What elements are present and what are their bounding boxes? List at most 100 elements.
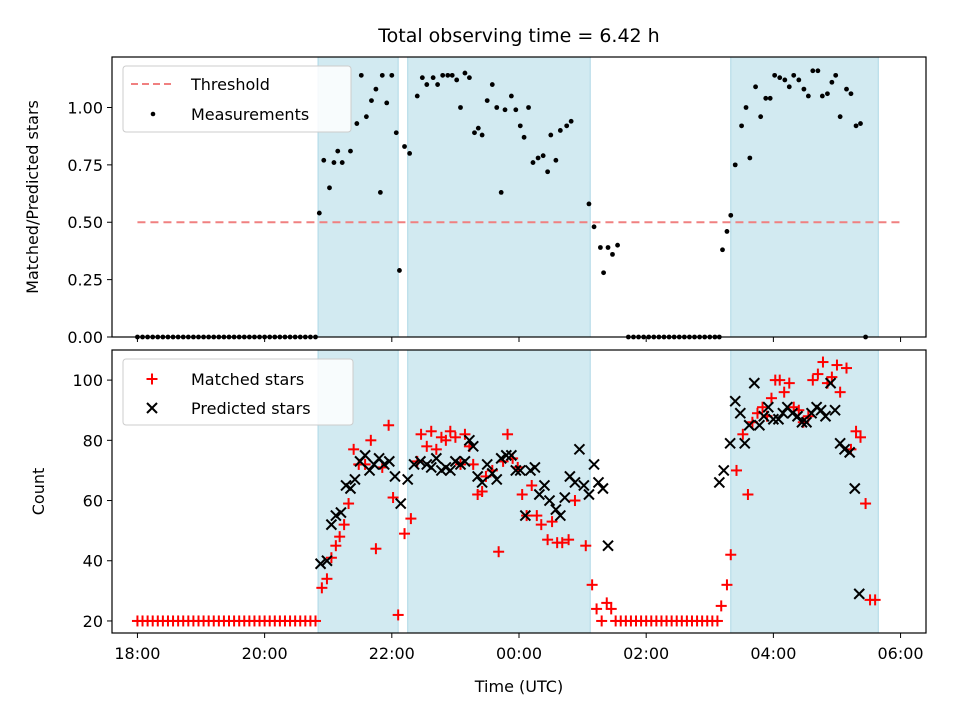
predicted-star-point-b [330,509,342,522]
matched-star-point [502,428,514,440]
matched-star-point [580,540,592,552]
measurement-point [458,105,463,110]
predicted-star-point-b [476,476,488,489]
predicted-star-point [777,407,789,419]
matched-star-point [392,609,404,621]
legend-measurements-label: Measurements [191,105,309,124]
predicted-star-point [330,509,342,522]
predicted-star-point-b [838,443,851,456]
predicted-star-point-b [573,443,586,456]
matched-star-point [860,498,872,510]
predicted-star-point-b [819,410,832,422]
measurement-point [747,155,753,161]
measurement-point [772,72,778,78]
measurement-point [557,128,563,133]
measurement-point [796,77,802,83]
matched-star-point [449,431,461,443]
measurement-point [339,160,345,165]
matched-star-point [338,519,350,531]
predicted-star-point [349,473,361,486]
ratio-panel: 0.00 0.25 0.50 0.75 1.00 Total observing tim… [23,25,927,347]
predicted-star-point-b [402,473,414,486]
predicted-star-point-b [344,482,357,495]
predicted-star-point-b [724,437,736,450]
predicted-star-point-b [425,461,437,474]
measurement-point [354,121,360,126]
predicted-star-point [414,455,427,468]
predicted-star-point [538,479,551,492]
measurement-point [833,72,839,78]
predicted-star-point [389,470,401,483]
measurement-point [484,98,490,104]
measurement-point [844,86,849,92]
legend-x-glyph [146,402,158,414]
matched-star-point [737,428,749,440]
measurement-point [805,93,811,99]
matched-star-point [493,546,505,558]
measurement-point [728,212,734,218]
matched-star-point [459,428,471,440]
matched-star-point [325,552,337,564]
matched-star-point [605,603,617,615]
measurement-point [530,160,536,165]
y-tick-label: 0.25 [67,271,103,290]
predicted-star-point-b [743,419,755,431]
matched-star-point [387,492,399,504]
predicted-star-point-b [538,479,551,492]
predicted-star-point-b [800,416,813,428]
measurement-point [384,100,390,106]
matched-star-point [330,540,342,552]
predicted-star-point [843,446,856,459]
matched-star-point [365,434,377,446]
matched-star-point [850,425,862,437]
measurement-point [479,132,485,138]
time-x-axis-label: Time (UTC) [474,677,563,696]
matched-star-point [316,582,328,594]
predicted-star-point-b [321,555,333,567]
predicted-star-point-b [853,588,865,600]
x-tick-label: 06:00 [878,644,924,663]
predicted-star-point-b [849,482,861,495]
measurement-point [758,114,764,120]
matched-star-point [556,537,568,549]
matched-star-point [831,359,843,371]
predicted-star-point [713,476,726,489]
measurement-point [430,75,436,81]
matched-star-point [334,531,346,543]
measurement-point [564,123,570,129]
predicted-star-point-b [758,410,770,422]
measurement-point [815,68,821,74]
matched-star-point [721,579,733,591]
matched-star-point [535,519,547,531]
measurement-point [526,105,531,110]
predicted-star-point-b [505,449,518,462]
matched-star-point [405,513,417,525]
measurement-point [494,105,500,110]
matched-star-point [812,368,824,380]
predicted-star-point [838,443,851,456]
predicted-star-point [762,401,774,413]
predicted-star-point [578,479,590,492]
predicted-star-point [772,413,785,425]
matched-star-point [725,549,737,561]
predicted-star-point-b [815,404,827,416]
plot-title: Total observing time = 6.42 h [377,25,659,47]
predicted-star-point-b [578,479,590,492]
measurement-point [327,185,332,191]
predicted-star-point [395,497,407,510]
matched-star-point [343,498,355,510]
matched-star-point [399,528,411,540]
measurement-point [786,84,792,90]
matched-star-point [841,362,853,374]
legend-measurements-swatch [150,111,156,117]
ratio-y-ticks: 0.00 0.25 0.50 0.75 1.00 [67,98,112,347]
matched-star-point [444,425,456,437]
predicted-star-point-b [491,473,503,486]
predicted-star-point-b [543,494,556,507]
predicted-star-point [363,464,376,477]
predicted-star-point [583,488,595,501]
measurement-point [521,134,527,140]
predicted-star-point [519,509,532,522]
predicted-star-point [314,558,327,570]
